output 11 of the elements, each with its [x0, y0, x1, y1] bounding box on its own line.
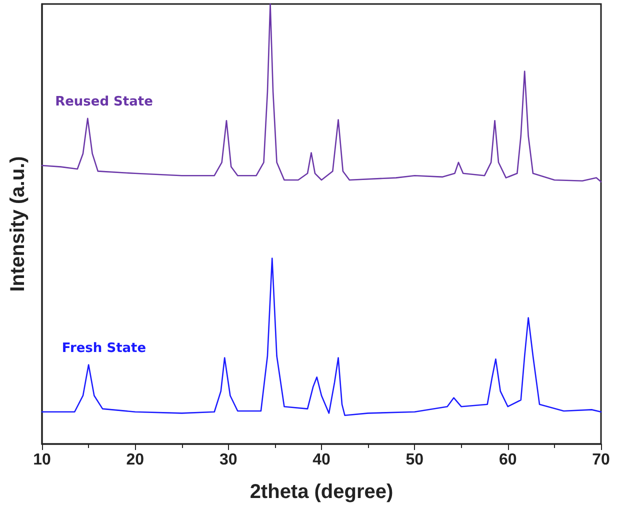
series-label: Reused State	[55, 94, 154, 110]
x-tick-label: 50	[406, 452, 424, 468]
x-axis-title: 2theta (degree)	[250, 481, 394, 503]
x-tick-label: 30	[219, 452, 238, 468]
x-tick-label: 40	[312, 452, 330, 468]
x-tick-label: 60	[498, 452, 517, 468]
y-axis-title: Intensity (a.u.)	[7, 156, 29, 292]
x-tick-label: 20	[126, 452, 144, 468]
x-tick-label: 10	[33, 452, 51, 468]
x-tick-label: 70	[592, 452, 610, 468]
series-label: Fresh State	[62, 340, 146, 356]
